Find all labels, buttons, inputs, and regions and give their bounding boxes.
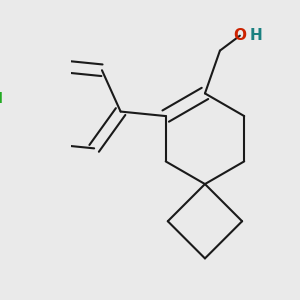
Text: O: O <box>233 28 246 43</box>
Text: H: H <box>250 28 262 43</box>
Text: Cl: Cl <box>0 92 3 106</box>
